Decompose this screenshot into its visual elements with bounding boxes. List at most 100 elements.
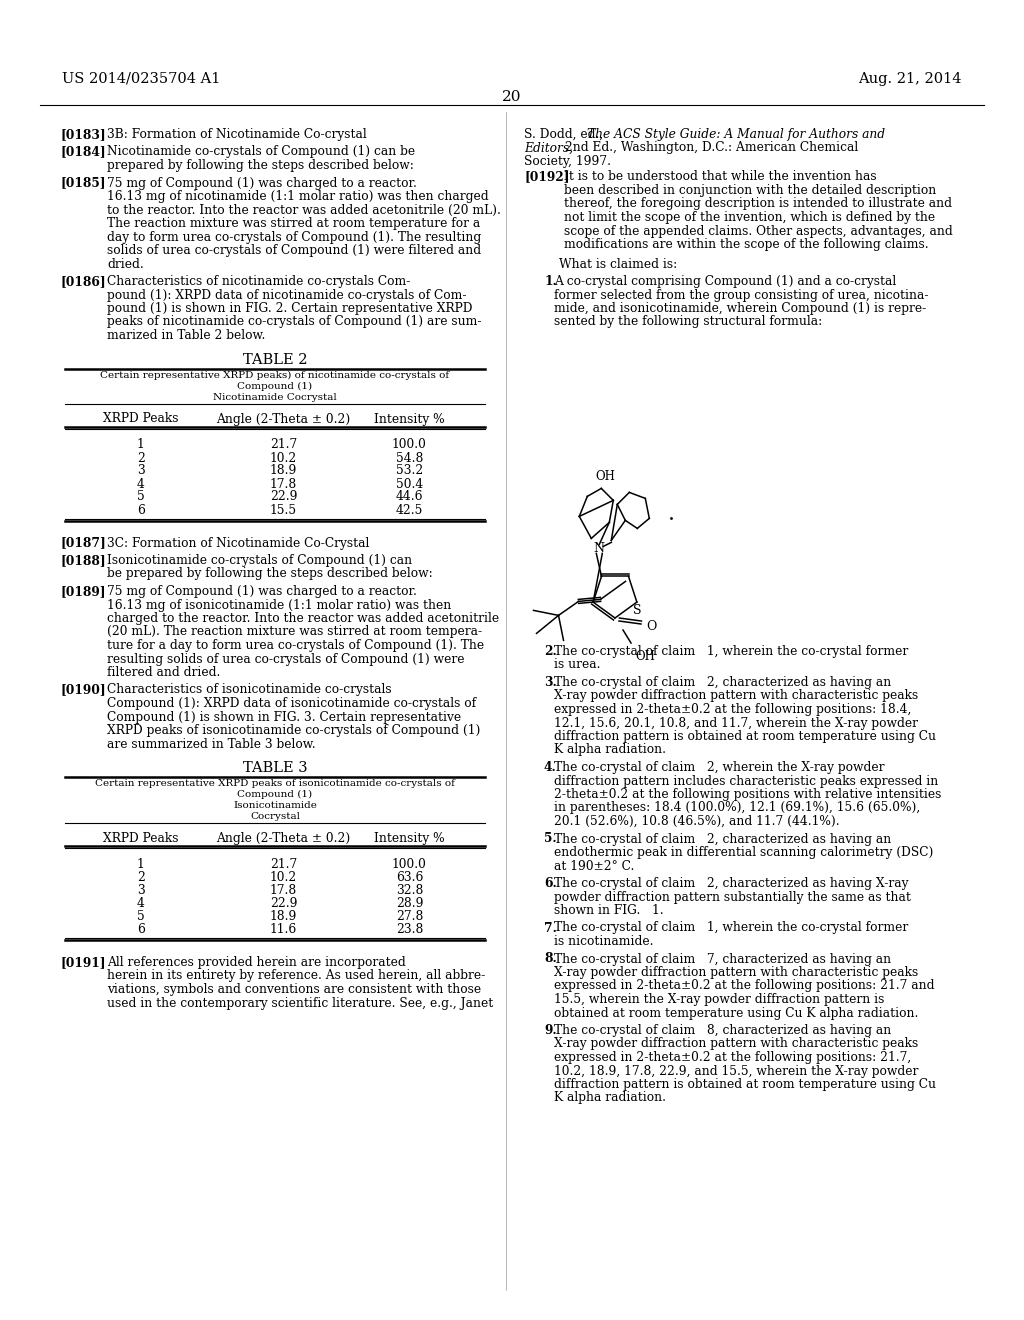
Text: TABLE 3: TABLE 3 <box>243 762 307 775</box>
Text: 8.: 8. <box>544 953 557 965</box>
Text: Compound (1) is shown in FIG. 3. Certain representative: Compound (1) is shown in FIG. 3. Certain… <box>106 710 461 723</box>
Text: 21.7: 21.7 <box>269 858 297 871</box>
Text: [0191]: [0191] <box>60 956 105 969</box>
Text: What is claimed is:: What is claimed is: <box>559 257 677 271</box>
Text: 63.6: 63.6 <box>395 871 423 884</box>
Text: TABLE 2: TABLE 2 <box>243 352 307 367</box>
Text: 1: 1 <box>137 858 144 871</box>
Text: 6: 6 <box>136 923 144 936</box>
Text: expressed in 2-theta±0.2 at the following positions: 18.4,: expressed in 2-theta±0.2 at the followin… <box>554 704 911 715</box>
Text: XRPD Peaks: XRPD Peaks <box>102 832 178 845</box>
Text: 21.7: 21.7 <box>269 438 297 451</box>
Text: 3B: Formation of Nicotinamide Co-crystal: 3B: Formation of Nicotinamide Co-crystal <box>106 128 367 141</box>
Text: Characteristics of nicotinamide co-crystals Com-: Characteristics of nicotinamide co-cryst… <box>106 275 411 288</box>
Text: X-ray powder diffraction pattern with characteristic peaks: X-ray powder diffraction pattern with ch… <box>554 966 919 979</box>
Text: 54.8: 54.8 <box>395 451 423 465</box>
Text: diffraction pattern is obtained at room temperature using Cu: diffraction pattern is obtained at room … <box>554 730 936 743</box>
Text: is urea.: is urea. <box>554 659 600 672</box>
Text: XRPD peaks of isonicotinamide co-crystals of Compound (1): XRPD peaks of isonicotinamide co-crystal… <box>106 723 480 737</box>
Text: solids of urea co-crystals of Compound (1) were filtered and: solids of urea co-crystals of Compound (… <box>106 244 481 257</box>
Text: shown in FIG.  1.: shown in FIG. 1. <box>554 904 664 917</box>
Text: Editors,: Editors, <box>524 141 573 154</box>
Text: A co-crystal comprising Compound (1) and a co-crystal: A co-crystal comprising Compound (1) and… <box>554 275 896 288</box>
Text: 15.5, wherein the X-ray powder diffraction pattern is: 15.5, wherein the X-ray powder diffracti… <box>554 993 885 1006</box>
Text: [0190]: [0190] <box>60 684 105 697</box>
Text: K alpha radiation.: K alpha radiation. <box>554 743 666 756</box>
Text: 16.13 mg of nicotinamide (1:1 molar ratio) was then charged: 16.13 mg of nicotinamide (1:1 molar rati… <box>106 190 488 203</box>
Text: 18.9: 18.9 <box>269 909 297 923</box>
Text: All references provided herein are incorporated: All references provided herein are incor… <box>106 956 406 969</box>
Text: used in the contemporary scientific literature. See, e.g., Janet: used in the contemporary scientific lite… <box>106 997 494 1010</box>
Text: 16.13 mg of isonicotinamide (1:1 molar ratio) was then: 16.13 mg of isonicotinamide (1:1 molar r… <box>106 598 452 611</box>
Text: thereof, the foregoing description is intended to illustrate and: thereof, the foregoing description is in… <box>564 198 952 210</box>
Text: The co-crystal of claim  7, characterized as having an: The co-crystal of claim 7, characterized… <box>554 953 891 965</box>
Text: resulting solids of urea co-crystals of Compound (1) were: resulting solids of urea co-crystals of … <box>106 652 465 665</box>
Text: is nicotinamide.: is nicotinamide. <box>554 935 653 948</box>
Text: The co-crystal of claim  2, characterized as having an: The co-crystal of claim 2, characterized… <box>554 676 891 689</box>
Text: Angle (2-Theta ± 0.2): Angle (2-Theta ± 0.2) <box>216 832 350 845</box>
Text: in parentheses: 18.4 (100.0%), 12.1 (69.1%), 15.6 (65.0%),: in parentheses: 18.4 (100.0%), 12.1 (69.… <box>554 801 921 814</box>
Text: 10.2: 10.2 <box>269 871 297 884</box>
Text: 15.5: 15.5 <box>270 503 297 516</box>
Text: 3: 3 <box>137 465 144 478</box>
Text: 3C: Formation of Nicotinamide Co-Crystal: 3C: Formation of Nicotinamide Co-Crystal <box>106 536 370 549</box>
Text: [0189]: [0189] <box>60 585 105 598</box>
Text: 27.8: 27.8 <box>395 909 423 923</box>
Text: It is to be understood that while the invention has: It is to be understood that while the in… <box>564 170 877 183</box>
Text: be prepared by following the steps described below:: be prepared by following the steps descr… <box>106 568 433 581</box>
Text: 100.0: 100.0 <box>392 438 427 451</box>
Text: The co-crystal of claim  2, characterized as having X-ray: The co-crystal of claim 2, characterized… <box>554 876 908 890</box>
Text: prepared by following the steps described below:: prepared by following the steps describe… <box>106 158 414 172</box>
Text: 32.8: 32.8 <box>395 884 423 898</box>
Text: sented by the following structural formula:: sented by the following structural formu… <box>554 315 822 329</box>
Text: X-ray powder diffraction pattern with characteristic peaks: X-ray powder diffraction pattern with ch… <box>554 689 919 702</box>
Text: 18.9: 18.9 <box>269 465 297 478</box>
Text: not limit the scope of the invention, which is defined by the: not limit the scope of the invention, wh… <box>564 211 935 224</box>
Text: Compound (1): XRPD data of isonicotinamide co-crystals of: Compound (1): XRPD data of isonicotinami… <box>106 697 476 710</box>
Text: 20: 20 <box>502 90 522 104</box>
Text: Compound (1): Compound (1) <box>238 381 312 391</box>
Text: XRPD Peaks: XRPD Peaks <box>102 412 178 425</box>
Text: Nicotinamide co-crystals of Compound (1) can be: Nicotinamide co-crystals of Compound (1)… <box>106 145 415 158</box>
Text: 2-theta±0.2 at the following positions with relative intensities: 2-theta±0.2 at the following positions w… <box>554 788 941 801</box>
Text: viations, symbols and conventions are consistent with those: viations, symbols and conventions are co… <box>106 983 481 997</box>
Text: 4: 4 <box>136 898 144 909</box>
Text: 7.: 7. <box>544 921 557 935</box>
Text: [0187]: [0187] <box>60 536 105 549</box>
Text: 17.8: 17.8 <box>269 478 297 491</box>
Text: Isonicotinamide co-crystals of Compound (1) can: Isonicotinamide co-crystals of Compound … <box>106 554 412 568</box>
Text: 50.4: 50.4 <box>395 478 423 491</box>
Text: former selected from the group consisting of urea, nicotina-: former selected from the group consistin… <box>554 289 929 301</box>
Text: been described in conjunction with the detailed description: been described in conjunction with the d… <box>564 183 936 197</box>
Text: Isonicotinamide: Isonicotinamide <box>233 801 317 810</box>
Text: 10.2, 18.9, 17.8, 22.9, and 15.5, wherein the X-ray powder: 10.2, 18.9, 17.8, 22.9, and 15.5, wherei… <box>554 1064 919 1077</box>
Text: to the reactor. Into the reactor was added acetonitrile (20 mL).: to the reactor. Into the reactor was add… <box>106 203 501 216</box>
Text: 17.8: 17.8 <box>269 884 297 898</box>
Text: The co-crystal of claim  8, characterized as having an: The co-crystal of claim 8, characterized… <box>554 1024 891 1038</box>
Text: 1: 1 <box>137 438 144 451</box>
Text: 20.1 (52.6%), 10.8 (46.5%), and 11.7 (44.1%).: 20.1 (52.6%), 10.8 (46.5%), and 11.7 (44… <box>554 814 840 828</box>
Text: 2: 2 <box>136 451 144 465</box>
Text: 100.0: 100.0 <box>392 858 427 871</box>
Text: The ACS Style Guide: A Manual for Authors and: The ACS Style Guide: A Manual for Author… <box>587 128 885 141</box>
Text: are summarized in Table 3 below.: are summarized in Table 3 below. <box>106 738 315 751</box>
Text: charged to the reactor. Into the reactor was added acetonitrile: charged to the reactor. Into the reactor… <box>106 612 499 624</box>
Text: 28.9: 28.9 <box>395 898 423 909</box>
Text: K alpha radiation.: K alpha radiation. <box>554 1092 666 1105</box>
Text: marized in Table 2 below.: marized in Table 2 below. <box>106 329 265 342</box>
Text: Intensity %: Intensity % <box>374 832 444 845</box>
Text: OH: OH <box>635 649 655 663</box>
Text: Society, 1997.: Society, 1997. <box>524 154 611 168</box>
Text: 2: 2 <box>136 871 144 884</box>
Text: Nicotinamide Cocrystal: Nicotinamide Cocrystal <box>213 392 337 401</box>
Text: diffraction pattern includes characteristic peaks expressed in: diffraction pattern includes characteris… <box>554 775 938 788</box>
Text: at 190±2° C.: at 190±2° C. <box>554 859 635 873</box>
Text: Angle (2-Theta ± 0.2): Angle (2-Theta ± 0.2) <box>216 412 350 425</box>
Text: 44.6: 44.6 <box>395 491 423 503</box>
Text: 6: 6 <box>136 503 144 516</box>
Text: endothermic peak in differential scanning calorimetry (DSC): endothermic peak in differential scannin… <box>554 846 933 859</box>
Text: [0192]: [0192] <box>524 170 569 183</box>
Text: 75 mg of Compound (1) was charged to a reactor.: 75 mg of Compound (1) was charged to a r… <box>106 585 417 598</box>
Text: 1.: 1. <box>544 275 557 288</box>
Text: diffraction pattern is obtained at room temperature using Cu: diffraction pattern is obtained at room … <box>554 1078 936 1092</box>
